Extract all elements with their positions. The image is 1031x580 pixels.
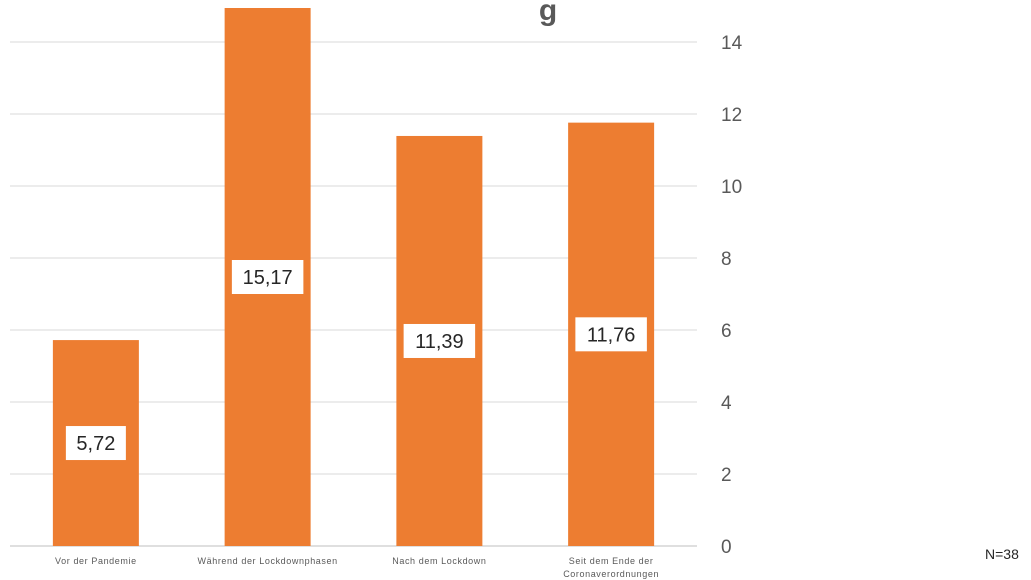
- y-tick-label: 14: [721, 33, 743, 54]
- data-label-text: 11,39: [415, 331, 464, 353]
- x-tick-label: Seit dem Ende der Coronaverordnungen: [563, 556, 659, 579]
- x-axis-labels: Vor der Pandemie Während der Lockdownphas…: [55, 556, 659, 579]
- sample-size-note: N=38: [985, 546, 1019, 562]
- y-tick-label: 12: [721, 105, 742, 126]
- chart-title-fragment: g: [539, 0, 557, 27]
- data-label: 15,17: [231, 260, 304, 294]
- y-tick-label: 6: [721, 321, 732, 342]
- data-label-box: [575, 317, 647, 352]
- data-label-text: 5,72: [76, 433, 115, 455]
- y-axis-ticks: 0 2 4 6 8 10 12 14: [721, 33, 743, 558]
- x-tick-label: Nach dem Lockdown: [392, 556, 486, 566]
- data-label-text: 11,76: [587, 324, 636, 346]
- data-labels: 5,72 15,17 11,39 11,76: [65, 260, 647, 461]
- data-label: 11,76: [575, 317, 647, 352]
- data-label-box: [65, 426, 126, 461]
- data-label-box: [231, 260, 304, 294]
- y-tick-label: 2: [721, 465, 732, 486]
- x-tick-label: Während der Lockdownphasen: [198, 556, 338, 566]
- data-label: 11,39: [403, 323, 476, 358]
- data-label-box: [403, 323, 476, 358]
- data-label: 5,72: [65, 426, 126, 461]
- bars: [52, 8, 655, 546]
- x-tick-label: Vor der Pandemie: [55, 556, 137, 566]
- data-label-text: 15,17: [243, 267, 293, 289]
- y-tick-label: 8: [721, 249, 732, 270]
- y-tick-label: 0: [721, 537, 732, 558]
- y-tick-label: 10: [721, 177, 742, 198]
- y-tick-label: 4: [721, 393, 732, 414]
